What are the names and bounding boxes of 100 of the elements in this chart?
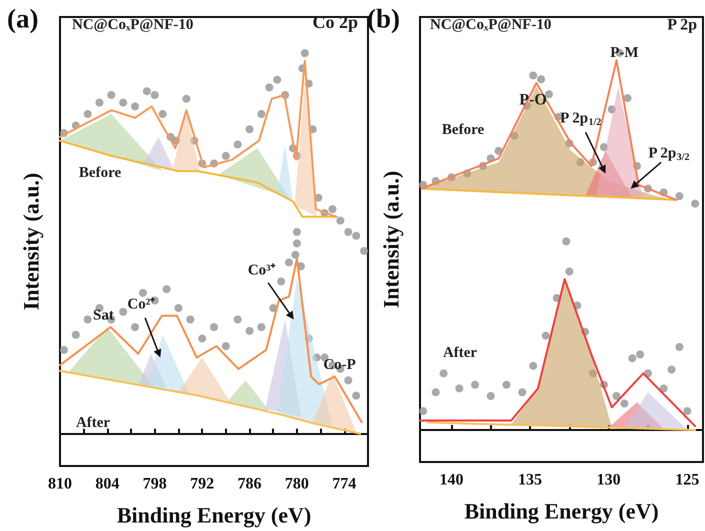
- point: [246, 326, 254, 335]
- x-axis-title: Binding Energy (eV): [464, 498, 659, 524]
- annotation: P-M: [610, 44, 639, 61]
- point: [344, 376, 352, 384]
- point: [84, 316, 92, 324]
- point: [529, 362, 538, 370]
- point: [131, 323, 140, 332]
- point: [312, 354, 321, 362]
- point: [84, 110, 92, 118]
- point: [95, 98, 104, 107]
- chart-title: (b): [367, 4, 400, 34]
- point: [182, 94, 190, 103]
- annotation: P-O: [519, 92, 547, 108]
- point: [257, 323, 266, 332]
- point: [107, 91, 116, 99]
- annotation: Before: [78, 165, 122, 181]
- point: [300, 49, 309, 58]
- point: [636, 350, 644, 359]
- point: [277, 277, 286, 286]
- annotation: Co²⁺: [127, 296, 156, 313]
- point: [529, 71, 538, 80]
- text: Co 2p: [312, 12, 358, 32]
- point: [131, 102, 140, 110]
- point: [265, 83, 274, 92]
- y-axis-title: Intensity (a.u.): [378, 170, 404, 308]
- text: NC@CoₓP@NF-10: [72, 17, 194, 33]
- point: [588, 369, 597, 378]
- x-axis-title: Binding Energy (eV): [116, 502, 312, 528]
- point: [565, 268, 574, 276]
- point: [291, 250, 300, 259]
- point: [620, 400, 628, 408]
- point: [222, 342, 230, 350]
- x-tick-label: 774: [332, 476, 356, 492]
- point: [142, 87, 151, 96]
- point: [328, 205, 336, 214]
- x-tick-label: 798: [142, 476, 167, 492]
- point: [336, 216, 344, 225]
- annotation: After: [76, 415, 110, 431]
- x-tick-label: 130: [596, 472, 621, 488]
- point: [612, 392, 621, 400]
- x-tick-label: 780: [284, 476, 309, 492]
- chart-title: (a): [7, 4, 38, 34]
- text: P 2p: [667, 16, 698, 34]
- annotation: Before: [442, 122, 484, 138]
- point: [440, 369, 448, 378]
- point: [162, 285, 171, 294]
- point: [518, 388, 526, 396]
- point: [138, 288, 147, 297]
- point: [419, 407, 428, 416]
- point: [624, 94, 632, 102]
- point: [234, 140, 242, 148]
- point: [668, 366, 676, 374]
- point: [537, 75, 546, 84]
- point: [222, 152, 230, 160]
- point: [158, 110, 167, 118]
- point: [174, 304, 182, 312]
- point: [660, 384, 668, 392]
- point: [471, 380, 480, 389]
- x-tick-label: 810: [48, 476, 72, 492]
- point: [234, 316, 242, 324]
- point: [486, 392, 495, 400]
- point: [562, 237, 570, 246]
- point: [72, 330, 80, 339]
- point: [691, 200, 700, 208]
- annotation: Co³⁺: [248, 262, 276, 279]
- x-tick-label: 786: [238, 476, 262, 492]
- point: [683, 407, 692, 416]
- y-axis-title: Intensity (a.u.): [18, 172, 44, 310]
- point: [285, 258, 294, 266]
- point: [608, 105, 616, 114]
- point: [576, 158, 584, 166]
- point: [273, 76, 282, 84]
- point: [344, 228, 352, 236]
- point: [119, 308, 128, 316]
- x-tick-label: 125: [675, 472, 700, 488]
- point: [675, 192, 684, 200]
- point: [292, 239, 301, 248]
- point: [246, 125, 254, 134]
- x-tick-label: 140: [439, 472, 464, 488]
- point: [628, 354, 636, 362]
- point: [186, 316, 194, 324]
- point: [675, 342, 684, 351]
- point: [455, 384, 464, 392]
- point: [210, 323, 218, 332]
- annotation: Co-P: [323, 357, 356, 374]
- point: [257, 110, 266, 118]
- point: [198, 334, 206, 343]
- point: [600, 143, 608, 152]
- point: [292, 228, 301, 236]
- annotation: Sat: [93, 308, 114, 324]
- x-tick-label: 804: [95, 476, 120, 492]
- point: [352, 392, 360, 400]
- point: [432, 388, 440, 396]
- point: [352, 232, 360, 240]
- x-tick-label: 135: [518, 472, 542, 488]
- x-tick-label: 792: [190, 476, 214, 492]
- point: [510, 132, 518, 140]
- point: [150, 91, 159, 99]
- text: NC@CoₓP@NF-10: [430, 17, 552, 33]
- point: [542, 332, 550, 340]
